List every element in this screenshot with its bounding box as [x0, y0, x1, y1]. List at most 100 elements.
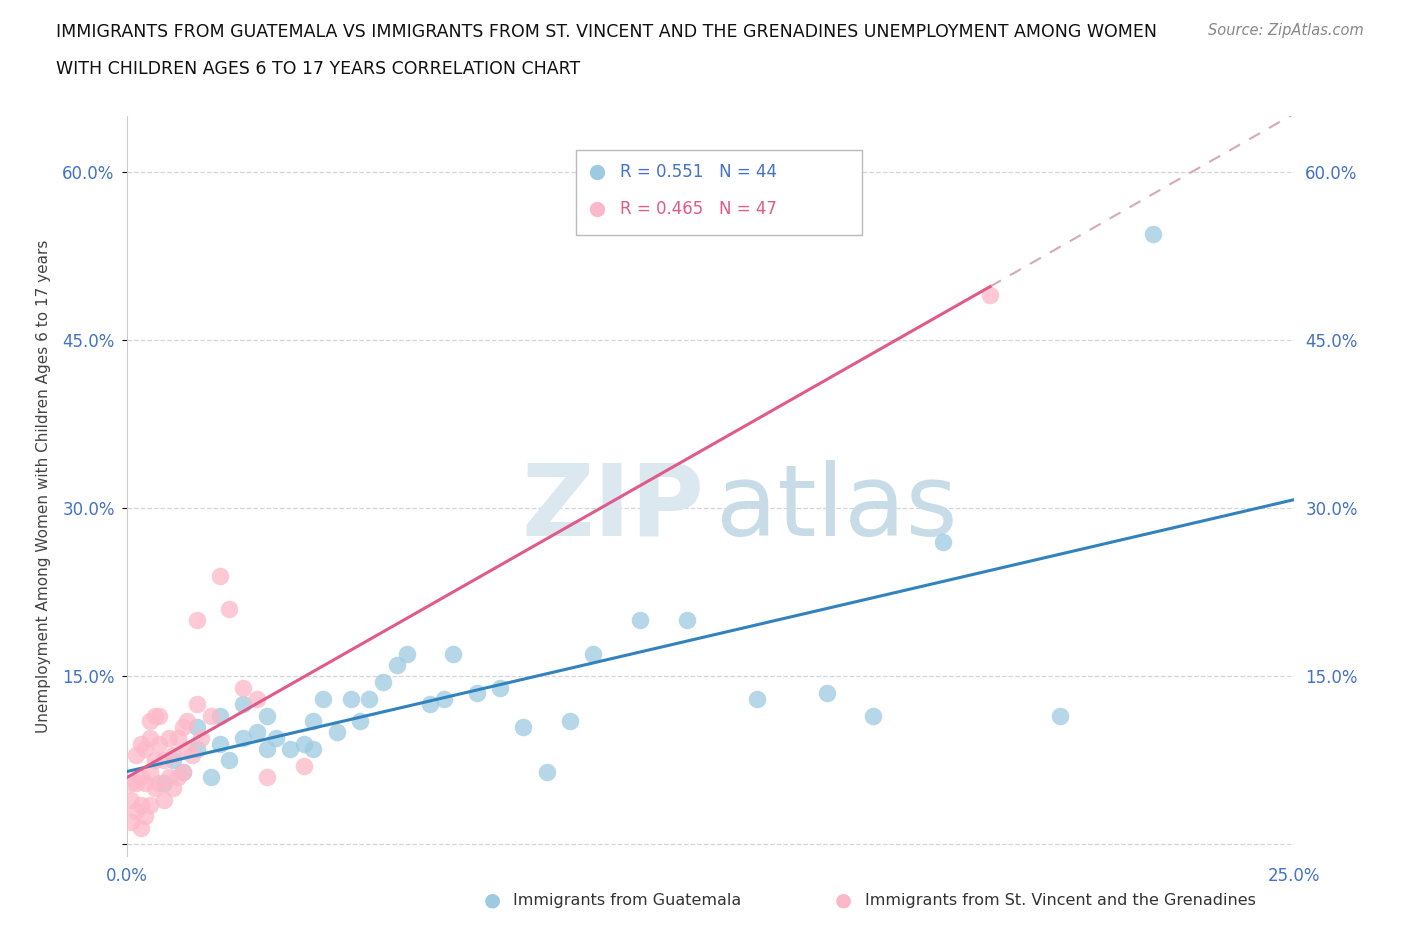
Point — [1049, 708, 1071, 723]
Point — [143, 753, 166, 768]
Point — [120, 776, 142, 790]
Point — [134, 809, 156, 824]
Point — [264, 731, 287, 746]
Point — [200, 708, 222, 723]
Point — [148, 737, 170, 751]
Point — [167, 770, 190, 785]
Point — [186, 613, 208, 628]
Text: Immigrants from St. Vincent and the Grenadines: Immigrants from St. Vincent and the Gren… — [865, 893, 1256, 908]
Point — [125, 748, 148, 763]
Point — [148, 776, 170, 790]
Point — [134, 742, 156, 757]
Point — [208, 737, 231, 751]
Point — [256, 742, 278, 757]
Point — [373, 674, 395, 689]
Point — [157, 731, 180, 746]
Point — [325, 725, 347, 740]
Point — [143, 708, 166, 723]
Point — [157, 770, 180, 785]
Point — [256, 708, 278, 723]
Text: IMMIGRANTS FROM GUATEMALA VS IMMIGRANTS FROM ST. VINCENT AND THE GRENADINES UNEM: IMMIGRANTS FROM GUATEMALA VS IMMIGRANTS … — [56, 23, 1157, 41]
Point — [292, 759, 315, 774]
Text: atlas: atlas — [716, 459, 957, 557]
Point — [302, 742, 325, 757]
Point — [419, 697, 441, 711]
Point — [129, 770, 152, 785]
Point — [129, 820, 152, 835]
Point — [129, 798, 152, 813]
Text: Immigrants from Guatemala: Immigrants from Guatemala — [513, 893, 741, 908]
Text: R = 0.551   N = 44: R = 0.551 N = 44 — [620, 163, 778, 180]
Point — [246, 725, 269, 740]
Point — [218, 753, 240, 768]
Point — [218, 602, 240, 617]
Point — [208, 708, 231, 723]
Point — [349, 713, 371, 728]
Point — [558, 713, 581, 728]
Point — [979, 288, 1001, 303]
Point — [932, 535, 955, 550]
Point — [232, 731, 254, 746]
Point — [148, 708, 170, 723]
Point — [256, 770, 278, 785]
FancyBboxPatch shape — [576, 150, 862, 234]
Point — [139, 798, 162, 813]
Point — [200, 770, 222, 785]
Point — [1142, 226, 1164, 241]
Text: ZIP: ZIP — [522, 459, 704, 557]
Point — [167, 731, 190, 746]
Point — [339, 691, 361, 706]
Point — [176, 713, 198, 728]
Text: R = 0.465   N = 47: R = 0.465 N = 47 — [620, 200, 778, 218]
Point — [675, 613, 697, 628]
Point — [186, 719, 208, 734]
Text: ●: ● — [484, 891, 501, 910]
Point — [153, 753, 176, 768]
Point — [512, 719, 534, 734]
Point — [139, 713, 162, 728]
Point — [139, 731, 162, 746]
Point — [232, 680, 254, 695]
Point — [433, 691, 456, 706]
Point — [120, 815, 142, 830]
Point — [292, 737, 315, 751]
Point — [153, 776, 176, 790]
Text: ●: ● — [835, 891, 852, 910]
Point — [441, 646, 464, 661]
Point — [628, 613, 651, 628]
Y-axis label: Unemployment Among Women with Children Ages 6 to 17 years: Unemployment Among Women with Children A… — [37, 239, 51, 733]
Point — [582, 646, 605, 661]
Point — [139, 764, 162, 779]
Point — [143, 781, 166, 796]
Point — [172, 719, 194, 734]
Point — [489, 680, 512, 695]
Point — [536, 764, 558, 779]
Text: WITH CHILDREN AGES 6 TO 17 YEARS CORRELATION CHART: WITH CHILDREN AGES 6 TO 17 YEARS CORRELA… — [56, 60, 581, 78]
Point — [862, 708, 884, 723]
Point — [162, 748, 184, 763]
Point — [395, 646, 418, 661]
Point — [186, 742, 208, 757]
Point — [134, 776, 156, 790]
Point — [153, 792, 176, 807]
Point — [125, 804, 148, 818]
Point — [162, 781, 184, 796]
Point — [176, 742, 198, 757]
Point — [208, 568, 231, 583]
Point — [302, 713, 325, 728]
Point — [172, 764, 194, 779]
Point — [120, 792, 142, 807]
Point — [278, 742, 301, 757]
Point — [162, 753, 184, 768]
Point — [387, 658, 409, 672]
Point — [232, 697, 254, 711]
Point — [125, 776, 148, 790]
Point — [311, 691, 333, 706]
Point — [190, 731, 212, 746]
Point — [172, 764, 194, 779]
Point — [186, 697, 208, 711]
Point — [180, 748, 202, 763]
Point — [745, 691, 768, 706]
Point — [246, 691, 269, 706]
Point — [359, 691, 381, 706]
